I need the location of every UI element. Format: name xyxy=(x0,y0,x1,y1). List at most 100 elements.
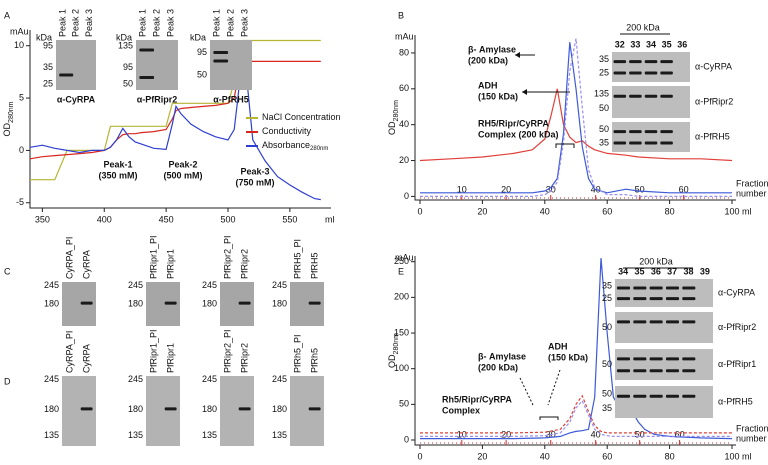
fraction-tick-label: 50 xyxy=(635,184,645,194)
blot-band xyxy=(613,130,627,134)
lane-label: 36 xyxy=(677,39,687,49)
blot-band xyxy=(213,51,229,54)
blot-band xyxy=(629,141,642,145)
y-unit: mAu xyxy=(10,26,29,36)
blot-band xyxy=(633,320,647,324)
blot-band xyxy=(644,94,658,98)
antibody-label: α-PfRipr2 xyxy=(137,94,178,104)
lane-label: PfRipr2_PI xyxy=(222,329,232,373)
annotation: (150 kDa) xyxy=(478,91,518,101)
marker-label: 245 xyxy=(202,374,217,384)
marker-label: 180 xyxy=(128,404,143,414)
blot-band xyxy=(660,130,673,134)
legend-name: Conductivity xyxy=(262,126,312,136)
marker-label: 35 xyxy=(599,54,609,64)
fraction-tick-label: 20 xyxy=(501,184,511,194)
blot-band xyxy=(665,297,680,301)
marker-label: 95 xyxy=(197,47,207,57)
blot-band xyxy=(633,357,647,361)
blot-unit: kDa xyxy=(116,32,132,42)
lane-label: PfRh5_PI xyxy=(292,334,302,373)
blot-band xyxy=(238,301,251,305)
blot-band xyxy=(629,60,642,64)
blot-band xyxy=(649,357,663,361)
y-axis-label-sub: 280nm xyxy=(8,101,15,123)
lane-label: PfRipr1 xyxy=(165,343,175,373)
lane-label: Peak 1 xyxy=(211,9,221,37)
blot-band xyxy=(665,320,680,324)
blot-band xyxy=(238,407,251,411)
blot-band xyxy=(616,286,631,290)
blot xyxy=(612,122,690,152)
lane-label: 33 xyxy=(630,39,640,49)
blot-unit: kDa xyxy=(36,32,52,42)
blot xyxy=(615,279,713,307)
lane-label: CyRPA xyxy=(81,250,91,279)
x-tick-label: 350 xyxy=(35,214,50,224)
x-tick-label: 60 xyxy=(602,206,612,216)
fraction-axis-label: number xyxy=(736,188,767,198)
x-axis-label: ml xyxy=(742,206,752,216)
lane-label: PfRipr2 xyxy=(239,249,249,279)
blot xyxy=(62,376,96,446)
y-tick-label: 60 xyxy=(399,83,409,93)
fraction-axis-label: Fraction xyxy=(736,178,768,188)
x-tick-label: 80 xyxy=(665,451,675,461)
blot xyxy=(615,349,713,380)
blot-band xyxy=(665,286,680,290)
y-axis-label-main: OD xyxy=(387,354,397,368)
marker-label: 135 xyxy=(128,430,143,440)
annotation: (200 kDa) xyxy=(468,55,508,65)
marker-label: 245 xyxy=(272,374,287,384)
blot-band xyxy=(613,71,627,75)
series-line xyxy=(420,394,732,434)
marker-label: 245 xyxy=(44,280,59,290)
marker-label: 180 xyxy=(202,298,217,308)
lane-label: PfRh5 xyxy=(309,348,319,373)
annotation: (150 kDa) xyxy=(548,352,588,362)
y-tick-label: 50 xyxy=(399,399,409,409)
annotation: (200 kDa) xyxy=(478,362,518,372)
x-tick-label: 550 xyxy=(282,214,297,224)
y-tick-label: 0 xyxy=(19,145,24,155)
x-tick-label: 20 xyxy=(477,451,487,461)
blot-band xyxy=(644,71,658,75)
annotation: (350 mM) xyxy=(98,170,137,180)
marker-label: 135 xyxy=(44,430,59,440)
lane-label: Peak 3 xyxy=(165,9,175,37)
antibody-label: α-PfRipr2 xyxy=(695,96,733,106)
marker-label: 180 xyxy=(272,298,287,308)
marker-label: 180 xyxy=(44,298,59,308)
blot-band xyxy=(682,369,696,373)
y-unit: mAu xyxy=(395,252,414,262)
antibody-label: α-PfRipr2 xyxy=(718,322,756,332)
x-axis-label: ml xyxy=(742,451,752,461)
marker-label: 135 xyxy=(202,430,217,440)
blot-band xyxy=(682,286,696,290)
blot xyxy=(615,312,713,343)
antibody-label: α-CyRPA xyxy=(57,94,96,104)
blot-band xyxy=(665,369,680,373)
series-line xyxy=(29,49,321,201)
blot-band xyxy=(616,357,631,361)
series-line xyxy=(420,42,732,194)
marker-label: 25 xyxy=(602,293,612,303)
blot-band xyxy=(660,94,673,98)
blot-band xyxy=(682,357,696,361)
x-tick-label: 40 xyxy=(540,206,550,216)
antibody-label: α-PfRipr1 xyxy=(718,359,756,369)
marker-label: 35 xyxy=(602,403,612,413)
marker-label: 245 xyxy=(202,280,217,290)
x-tick-label: 100 xyxy=(724,451,739,461)
legend-name: Absorbance xyxy=(262,140,310,150)
y-tick-label: 10 xyxy=(14,40,24,50)
y-unit: mAu xyxy=(395,31,414,41)
blot-band xyxy=(633,394,647,398)
fraction-tick-label: 50 xyxy=(635,429,645,439)
blot-band xyxy=(633,286,647,290)
y-axis-label: OD280nm xyxy=(2,101,14,136)
blot-band xyxy=(616,369,631,373)
lane-label: 37 xyxy=(667,266,677,276)
fraction-tick-label: 10 xyxy=(457,184,467,194)
legend-name-sub: 280nm xyxy=(310,146,328,152)
